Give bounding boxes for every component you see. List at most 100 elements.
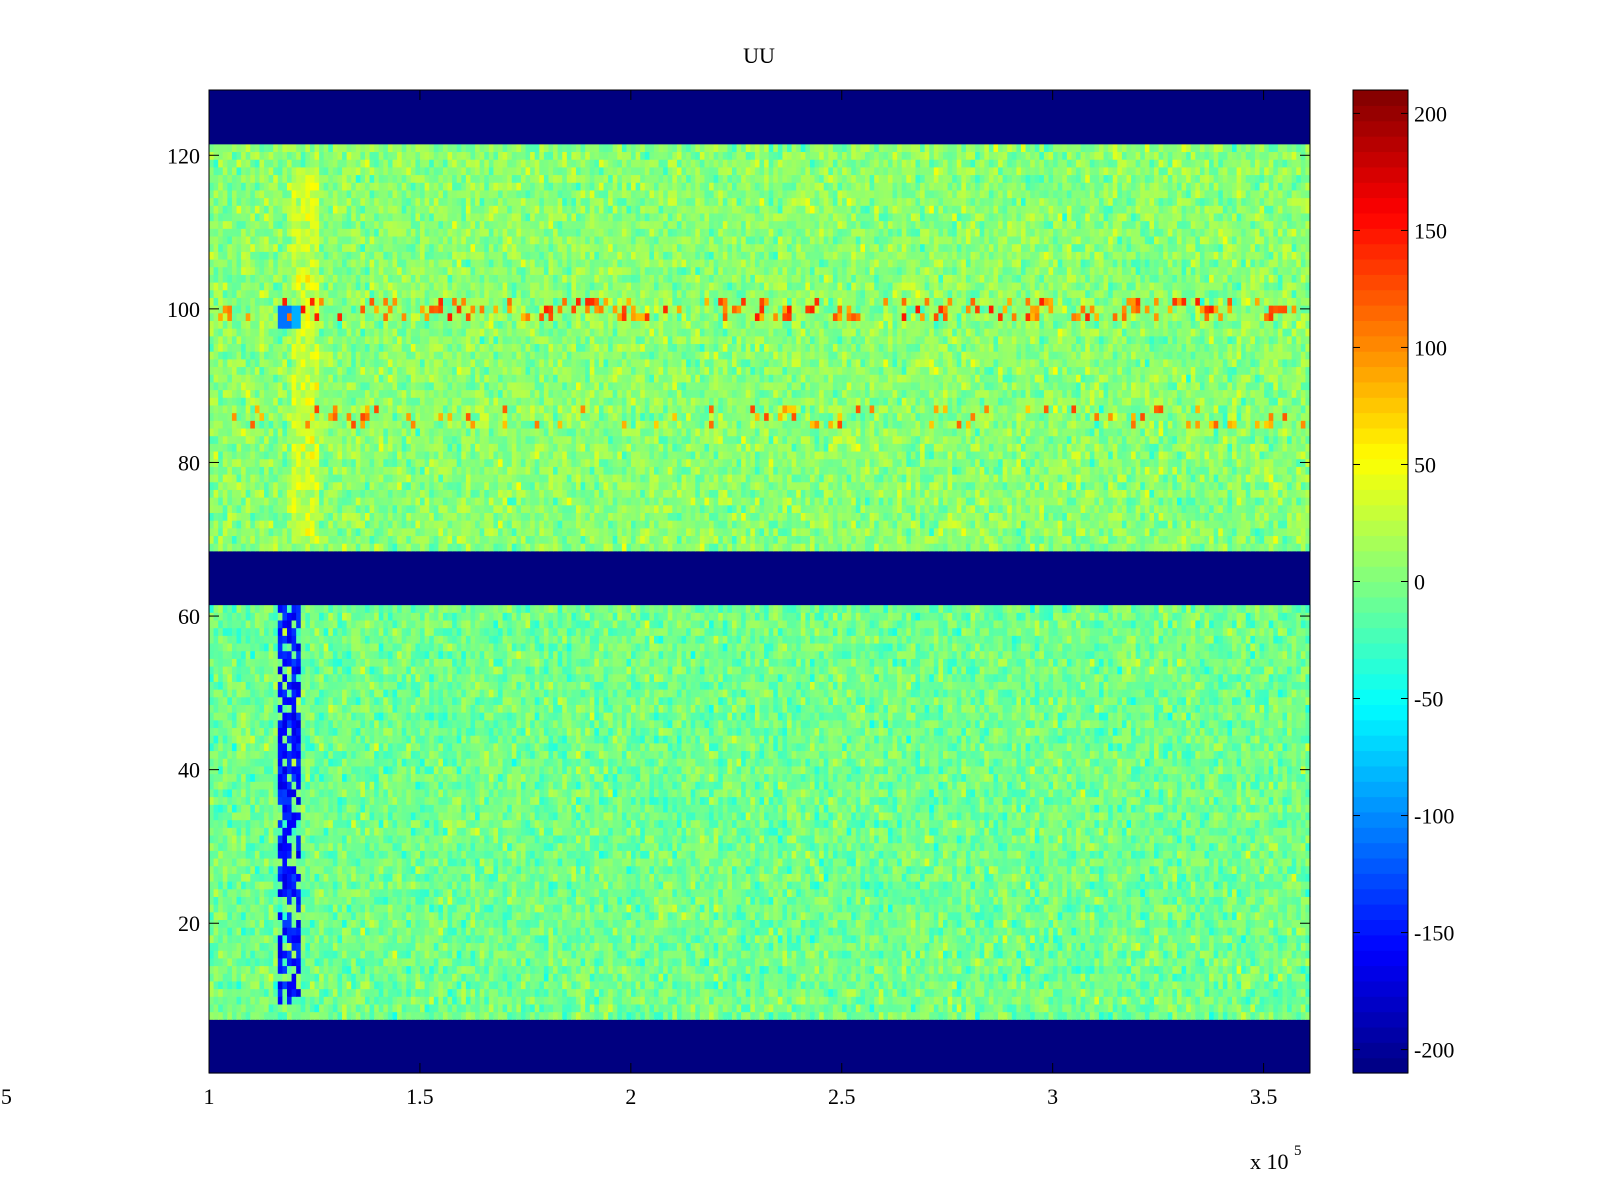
heatmap-cell bbox=[929, 911, 935, 921]
heatmap-cell bbox=[750, 942, 756, 951]
heatmap-cell bbox=[1296, 988, 1302, 997]
heatmap-cell bbox=[993, 896, 999, 905]
heatmap-cell bbox=[264, 865, 270, 874]
heatmap-cell bbox=[814, 950, 820, 959]
heatmap-cell bbox=[585, 950, 591, 959]
heatmap-cell bbox=[236, 934, 242, 944]
heatmap-cell bbox=[1131, 911, 1137, 921]
heatmap-cell bbox=[1121, 942, 1128, 951]
heatmap-cell bbox=[649, 996, 655, 1005]
heatmap-cell bbox=[479, 934, 485, 944]
heatmap-cell bbox=[787, 934, 793, 944]
heatmap-cell bbox=[745, 873, 751, 882]
heatmap-cell bbox=[323, 1011, 329, 1020]
heatmap-cell bbox=[1094, 950, 1100, 959]
heatmap-cell bbox=[1121, 988, 1128, 997]
heatmap-cell bbox=[213, 888, 219, 897]
heatmap-cell bbox=[268, 988, 274, 997]
heatmap-cell bbox=[1259, 865, 1265, 874]
heatmap-cell bbox=[965, 1011, 972, 1020]
heatmap-cell bbox=[869, 904, 875, 913]
heatmap-cell bbox=[498, 896, 504, 905]
heatmap-cell bbox=[988, 965, 995, 974]
heatmap-cell bbox=[640, 857, 646, 867]
heatmap-cell bbox=[754, 942, 761, 951]
heatmap-cell bbox=[598, 950, 605, 959]
heatmap-cell bbox=[929, 873, 935, 882]
heatmap-cell bbox=[736, 1003, 742, 1013]
heatmap-cell bbox=[594, 950, 600, 959]
heatmap-cell bbox=[598, 888, 605, 897]
heatmap-cell bbox=[1039, 980, 1045, 990]
heatmap-cell bbox=[397, 873, 403, 882]
heatmap-cell bbox=[929, 934, 935, 944]
heatmap-cell bbox=[452, 865, 458, 874]
heatmap-cell bbox=[727, 873, 733, 882]
heatmap-cell bbox=[433, 957, 439, 967]
heatmap-cell bbox=[731, 965, 738, 974]
heatmap-cell bbox=[1296, 973, 1302, 982]
heatmap-cell bbox=[557, 942, 563, 951]
heatmap-cell bbox=[1135, 988, 1141, 997]
heatmap-cell bbox=[1172, 934, 1178, 944]
heatmap-cell bbox=[777, 904, 784, 913]
heatmap-cell bbox=[420, 919, 426, 928]
heatmap-cell bbox=[429, 865, 435, 874]
heatmap-cell bbox=[612, 865, 618, 874]
heatmap-cell bbox=[479, 942, 485, 951]
heatmap-cell bbox=[690, 896, 696, 905]
heatmap-cell bbox=[741, 988, 747, 997]
heatmap-cell bbox=[915, 965, 921, 974]
heatmap-cell bbox=[259, 873, 265, 882]
heatmap-cell bbox=[837, 888, 843, 897]
heatmap-cell bbox=[562, 934, 568, 944]
heatmap-cell bbox=[878, 865, 884, 874]
heatmap-cell bbox=[548, 973, 554, 982]
heatmap-cell bbox=[695, 904, 701, 913]
heatmap-cell bbox=[1300, 980, 1307, 990]
heatmap-cell bbox=[1117, 904, 1123, 913]
heatmap-cell bbox=[695, 1011, 701, 1020]
heatmap-cell bbox=[773, 919, 779, 928]
heatmap-cell bbox=[745, 888, 751, 897]
heatmap-cell bbox=[842, 965, 848, 974]
heatmap-cell bbox=[984, 996, 990, 1005]
heatmap-cell bbox=[456, 881, 462, 890]
heatmap-cell bbox=[998, 988, 1004, 997]
heatmap-cell bbox=[401, 911, 407, 921]
heatmap-cell bbox=[447, 857, 453, 867]
heatmap-cell bbox=[759, 950, 765, 959]
heatmap-cell bbox=[254, 919, 261, 928]
heatmap-cell bbox=[612, 973, 618, 982]
heatmap-cell bbox=[1291, 996, 1297, 1005]
heatmap-cell bbox=[507, 904, 513, 913]
heatmap-cell bbox=[626, 881, 632, 890]
heatmap-cell bbox=[250, 927, 256, 936]
heatmap-cell bbox=[832, 942, 839, 951]
heatmap-cell bbox=[1030, 896, 1036, 905]
heatmap-cell bbox=[314, 996, 320, 1005]
heatmap-cell bbox=[1245, 927, 1251, 936]
heatmap-cell bbox=[621, 996, 628, 1005]
heatmap-cell bbox=[768, 911, 774, 921]
heatmap-cell bbox=[814, 934, 820, 944]
heatmap-cell bbox=[250, 881, 256, 890]
heatmap-cell bbox=[273, 980, 279, 990]
heatmap-cell bbox=[842, 904, 848, 913]
heatmap-cell bbox=[218, 888, 224, 897]
heatmap-cell bbox=[933, 934, 940, 944]
heatmap-cell bbox=[1066, 942, 1073, 951]
heatmap-cell bbox=[690, 950, 696, 959]
heatmap-cell bbox=[846, 896, 852, 905]
heatmap-cell bbox=[314, 942, 320, 951]
heatmap-cell bbox=[924, 934, 930, 944]
heatmap-cell bbox=[887, 965, 894, 974]
heatmap-cell bbox=[218, 1003, 224, 1013]
heatmap-cell bbox=[1222, 973, 1229, 982]
heatmap-cell bbox=[1195, 911, 1201, 921]
heatmap-cell bbox=[1025, 911, 1031, 921]
heatmap-cell bbox=[915, 873, 921, 882]
heatmap-cell bbox=[410, 957, 417, 967]
heatmap-cell bbox=[309, 1011, 316, 1020]
heatmap-cell bbox=[993, 865, 999, 874]
